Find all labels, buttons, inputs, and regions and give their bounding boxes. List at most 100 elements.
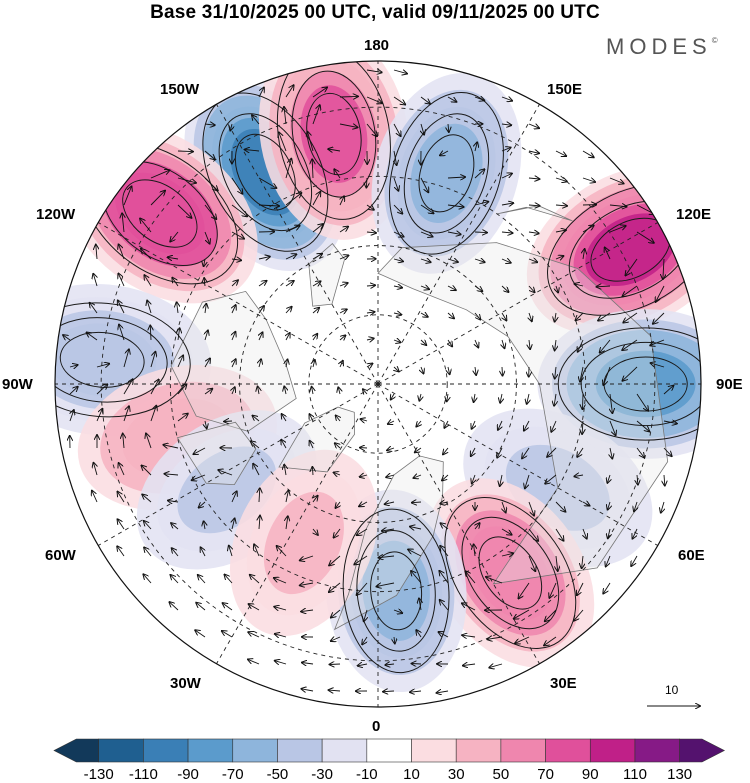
landmass-5	[308, 243, 346, 307]
wind-vector	[501, 285, 509, 292]
wind-vector	[474, 545, 475, 557]
wind-vector	[150, 406, 156, 422]
colorbar-swatch	[143, 738, 189, 763]
wind-vector	[528, 528, 538, 541]
wind-vector	[140, 219, 152, 233]
wind-vector	[313, 496, 318, 503]
wind-vector	[551, 420, 557, 432]
wind-vector	[340, 361, 343, 368]
wind-vector	[93, 274, 97, 287]
contour-atlantic-low	[370, 551, 423, 631]
landmass-4	[377, 242, 669, 585]
wind-vector	[528, 178, 539, 179]
label-60w: 60W	[45, 547, 76, 564]
wind-vector	[118, 519, 125, 530]
wind-vector	[393, 204, 402, 214]
wind-vector	[448, 123, 449, 132]
wind-vector	[361, 419, 368, 421]
wind-vector	[609, 205, 627, 207]
colorbar-swatch	[634, 738, 680, 763]
wind-vector	[150, 191, 165, 206]
wind-vector	[69, 365, 78, 367]
wind-vector	[339, 124, 357, 127]
wind-vector	[447, 232, 461, 234]
wind-vector	[119, 463, 125, 476]
wind-vector	[87, 333, 98, 341]
wind-vector	[339, 309, 347, 313]
wind-vector	[421, 123, 424, 135]
wind-vector	[608, 528, 610, 538]
wind-vector	[501, 259, 511, 263]
wind-vector	[408, 550, 422, 557]
wind-vector	[123, 349, 129, 368]
wind-vector	[555, 366, 556, 379]
wind-vector	[609, 177, 624, 184]
label-30e: 30E	[550, 675, 577, 692]
wind-vector	[223, 603, 233, 611]
wind-vector	[249, 604, 260, 611]
wind-vector	[312, 308, 319, 314]
wind-vector	[420, 259, 431, 262]
wind-vector	[656, 285, 665, 302]
wind-vector	[474, 393, 475, 402]
colorbar-tick-label: 110	[622, 766, 647, 783]
wind-vector	[177, 414, 188, 422]
wind-vector	[331, 637, 341, 641]
wind-vector	[382, 529, 395, 531]
label-120w: 120W	[36, 206, 76, 223]
wind-vector	[362, 636, 367, 644]
colorbar-tick-label: -70	[221, 766, 244, 783]
colorbar-swatch	[366, 738, 412, 763]
wind-vector	[231, 204, 247, 216]
wind-vector	[420, 204, 433, 213]
wind-vector	[150, 170, 169, 179]
wind-vector	[447, 393, 448, 401]
wind-vector	[359, 502, 368, 506]
wind-vector	[415, 448, 422, 452]
wind-vector	[285, 307, 292, 314]
meridian-150	[377, 104, 540, 385]
wind-vector	[420, 286, 429, 289]
wind-vector	[310, 414, 314, 422]
wind-vector	[555, 312, 556, 322]
wind-vector	[119, 325, 125, 341]
wind-vector	[274, 578, 287, 584]
colorbar-tick-label: 10	[403, 766, 420, 783]
wind-vector	[286, 360, 288, 368]
wind-vector	[529, 312, 532, 321]
label-180: 180	[364, 37, 390, 54]
label-90e: 90E	[716, 376, 743, 393]
contour-siberia-low	[557, 327, 701, 441]
wind-vector	[651, 363, 665, 368]
wind-vector	[312, 254, 322, 260]
wind-vector	[231, 177, 242, 194]
label-60e: 60E	[678, 547, 705, 564]
wind-vector	[582, 150, 594, 157]
wind-vector	[412, 664, 422, 665]
wind-vector	[475, 523, 480, 530]
wind-vector	[163, 445, 179, 448]
wind-vector	[258, 387, 259, 395]
wind-vector	[574, 475, 584, 476]
wind-vector	[285, 85, 294, 98]
wind-vector	[312, 87, 327, 98]
wind-vector	[582, 420, 583, 434]
wind-vector	[274, 607, 287, 610]
wind-vector	[204, 359, 210, 368]
colorbar-tick-label: 90	[581, 766, 599, 783]
contour-atlantic-low	[342, 508, 450, 674]
wind-vector	[366, 285, 375, 286]
wind-vector	[610, 393, 612, 413]
wind-vector	[366, 96, 382, 103]
colorbar-swatch	[321, 738, 368, 763]
colorbar-tick-label: 130	[667, 766, 693, 783]
wind-vector	[204, 231, 210, 244]
wind-vector	[661, 501, 664, 513]
wind-vector	[527, 393, 529, 404]
wind-vector	[150, 352, 155, 368]
wind-vector	[253, 464, 260, 476]
wind-vector	[554, 393, 556, 406]
wind-vector	[622, 339, 638, 350]
wind-vector	[501, 553, 513, 556]
wind-vector	[90, 303, 98, 314]
